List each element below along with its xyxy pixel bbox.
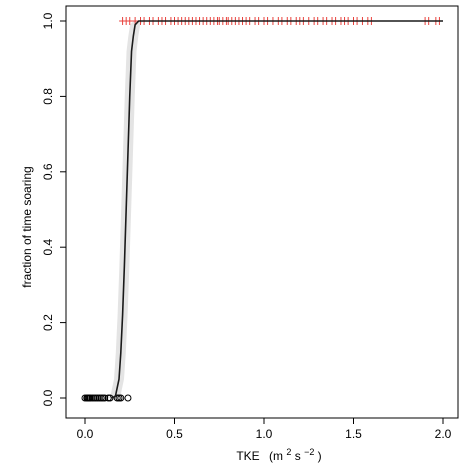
- x-tick-label: 2.0: [435, 427, 452, 441]
- x-axis-title-main: TKE: [236, 449, 259, 463]
- confidence-band: [106, 21, 448, 398]
- not-soaring-point: [117, 394, 125, 402]
- y-tick-label: 0.2: [41, 314, 55, 331]
- y-axis-title: fraction of time soaring: [20, 166, 34, 287]
- data-points: [81, 17, 443, 402]
- y-tick-label: 0.8: [41, 88, 55, 105]
- not-soaring-point: [124, 394, 132, 402]
- x-tick-label: 0.5: [166, 427, 183, 441]
- x-axis-title-unit-sup2: −2: [304, 447, 314, 457]
- fitted-curve: [111, 20, 443, 399]
- x-tick-label: 0.0: [77, 427, 94, 441]
- x-axis-title: TKE (m 2 s −2 ): [236, 444, 321, 463]
- x-axis-title-unit-sup1: 2: [286, 447, 291, 457]
- confidence-band-area: [106, 21, 448, 398]
- y-tick-label: 1.0: [41, 12, 55, 29]
- axes: 0.0 0.5 1.0 1.5 2.0 0.0 0.2 0.4 0.6 0.8 1.0: [41, 5, 459, 441]
- y-tick-label: 0.6: [41, 163, 55, 180]
- x-axis-title-unit-mid: s: [295, 449, 301, 463]
- not-soaring-point: [101, 394, 109, 402]
- fitted-curve-layer: [111, 20, 443, 399]
- y-tick-label: 0.4: [41, 239, 55, 256]
- x-tick-label: 1.5: [345, 427, 362, 441]
- x-tick-label: 1.0: [256, 427, 273, 441]
- x-axis-title-unit-close: ): [318, 449, 322, 463]
- y-tick-label: 0.0: [41, 389, 55, 406]
- x-axis-title-unit-open: (m: [269, 449, 283, 463]
